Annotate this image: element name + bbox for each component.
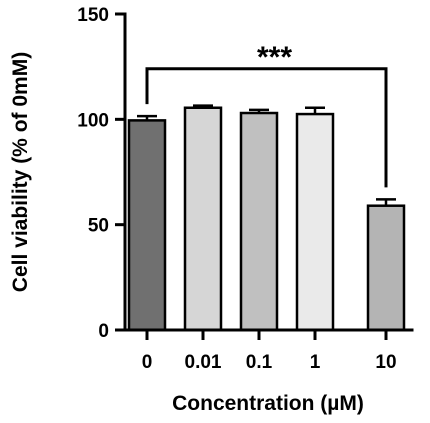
bar-0.01: [183, 106, 223, 332]
y-tick-label: 0: [98, 321, 109, 342]
y-axis-label: Cell viability (% of 0mM): [9, 52, 32, 292]
axes-layer: 0 50 100 150 0 0.01 0.1 1 10: [77, 5, 414, 373]
y-tick-label: 50: [88, 216, 109, 237]
x-ticks: 0 0.01 0.1 1 10: [142, 330, 397, 373]
x-axis-label: Concentration (µM): [172, 392, 364, 415]
y-tick-label: 150: [77, 5, 109, 26]
error-bars-layer: [137, 104, 396, 206]
y-tick-label: 100: [77, 110, 109, 131]
x-tick-label: 10: [375, 352, 396, 373]
y-ticks: 0 50 100 150: [77, 5, 125, 342]
bars-layer: [127, 106, 406, 332]
bar-0: [127, 119, 167, 332]
significance-stars: ***: [257, 41, 292, 74]
x-tick-label: 1: [310, 352, 321, 373]
significance-bracket: [145, 67, 388, 188]
x-tick-label: 0.1: [246, 352, 273, 373]
bar-10: [366, 204, 406, 332]
bar-0.1: [239, 111, 279, 332]
bar-1: [295, 112, 335, 332]
x-tick-label: 0: [142, 352, 153, 373]
significance-annotations: ***: [145, 41, 388, 188]
x-tick-label: 0.01: [185, 352, 222, 373]
